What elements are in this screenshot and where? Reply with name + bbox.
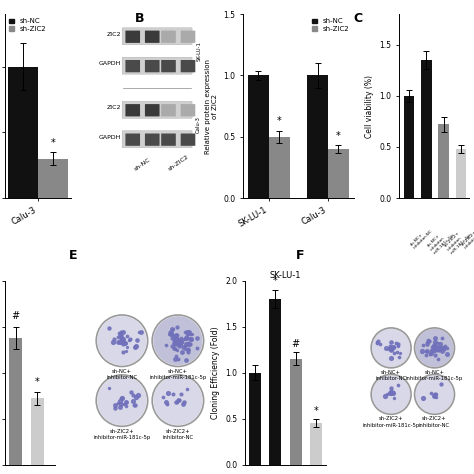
FancyBboxPatch shape bbox=[181, 104, 195, 117]
FancyBboxPatch shape bbox=[181, 31, 195, 43]
Text: #: # bbox=[11, 311, 20, 321]
Text: sh-ZIC2+
inhibitor-NC: sh-ZIC2+ inhibitor-NC bbox=[419, 417, 450, 428]
Legend: sh-NC, sh-ZIC2: sh-NC, sh-ZIC2 bbox=[311, 18, 350, 33]
Text: sh-ZIC2+
inhibitor-miR-181c-5p: sh-ZIC2+ inhibitor-miR-181c-5p bbox=[93, 429, 151, 440]
Text: sh-NC+
inhibitor-NC: sh-NC+ inhibitor-NC bbox=[375, 370, 407, 381]
Text: B: B bbox=[135, 12, 145, 25]
Bar bbox=[8, 67, 38, 198]
FancyBboxPatch shape bbox=[161, 31, 176, 43]
Text: GAPDH: GAPDH bbox=[99, 61, 121, 66]
Bar bbox=[421, 60, 432, 198]
Circle shape bbox=[415, 329, 454, 367]
FancyBboxPatch shape bbox=[122, 131, 192, 148]
Bar bbox=[404, 96, 414, 198]
Text: *: * bbox=[313, 406, 318, 416]
Text: sh-NC: sh-NC bbox=[133, 157, 152, 172]
FancyBboxPatch shape bbox=[126, 31, 140, 43]
Text: sh-NC+
inhibitor-NC: sh-NC+ inhibitor-NC bbox=[410, 226, 434, 250]
Y-axis label: Cell viability (%): Cell viability (%) bbox=[365, 74, 374, 137]
Circle shape bbox=[97, 316, 146, 365]
FancyBboxPatch shape bbox=[145, 134, 160, 146]
FancyBboxPatch shape bbox=[145, 60, 160, 73]
FancyBboxPatch shape bbox=[161, 104, 176, 117]
Text: #: # bbox=[292, 339, 300, 349]
Bar bbox=[38, 159, 68, 198]
FancyBboxPatch shape bbox=[126, 60, 140, 73]
Bar bbox=[269, 299, 282, 465]
Circle shape bbox=[153, 376, 202, 425]
Text: sh-ZIC2+
inhibitor-NC: sh-ZIC2+ inhibitor-NC bbox=[163, 429, 193, 440]
Text: sh-NC+
inhibitor-miR-181c-5p: sh-NC+ inhibitor-miR-181c-5p bbox=[406, 370, 463, 381]
Text: sh-ZIC2+
inhibitor-
miR-181c-5p: sh-ZIC2+ inhibitor- miR-181c-5p bbox=[444, 226, 473, 255]
Title: SK-LU-1: SK-LU-1 bbox=[270, 271, 301, 280]
Y-axis label: Cloning Efficiency (Fold): Cloning Efficiency (Fold) bbox=[210, 326, 219, 419]
FancyBboxPatch shape bbox=[161, 134, 176, 146]
Bar bbox=[269, 137, 290, 198]
Bar bbox=[249, 373, 261, 465]
Text: F: F bbox=[296, 249, 305, 262]
Bar bbox=[438, 125, 449, 198]
Text: *: * bbox=[277, 117, 282, 127]
Bar bbox=[31, 398, 44, 465]
Circle shape bbox=[372, 329, 410, 367]
Circle shape bbox=[153, 316, 202, 365]
Text: E: E bbox=[69, 249, 77, 262]
Text: sh-NC+
inhibitor-miR-181c-5p: sh-NC+ inhibitor-miR-181c-5p bbox=[149, 369, 207, 381]
Bar bbox=[307, 75, 328, 198]
FancyBboxPatch shape bbox=[145, 104, 160, 117]
Text: GAPDH: GAPDH bbox=[99, 135, 121, 140]
FancyBboxPatch shape bbox=[122, 28, 192, 45]
Text: *: * bbox=[336, 131, 341, 141]
Text: *: * bbox=[273, 276, 278, 286]
Text: SK-LU-1: SK-LU-1 bbox=[196, 41, 201, 61]
Text: sh-ZIC2+
inhibitor-miR-181c-5p: sh-ZIC2+ inhibitor-miR-181c-5p bbox=[363, 417, 420, 428]
Text: Calu-3: Calu-3 bbox=[196, 116, 201, 133]
Text: sh-ZIC2+
inhibitor-NC: sh-ZIC2+ inhibitor-NC bbox=[461, 226, 474, 250]
Text: ZIC2: ZIC2 bbox=[107, 105, 121, 110]
Bar bbox=[328, 149, 349, 198]
Legend: sh-NC, sh-ZIC2: sh-NC, sh-ZIC2 bbox=[8, 18, 47, 33]
Text: *: * bbox=[51, 137, 55, 147]
Text: sh-NC+
inhibitor-
miR-181c-5p: sh-NC+ inhibitor- miR-181c-5p bbox=[427, 226, 456, 255]
Bar bbox=[9, 337, 22, 465]
Bar bbox=[290, 359, 301, 465]
FancyBboxPatch shape bbox=[122, 57, 192, 74]
FancyBboxPatch shape bbox=[161, 60, 176, 73]
FancyBboxPatch shape bbox=[126, 104, 140, 117]
Bar bbox=[456, 149, 466, 198]
FancyBboxPatch shape bbox=[126, 134, 140, 146]
Circle shape bbox=[97, 376, 146, 425]
FancyBboxPatch shape bbox=[145, 31, 160, 43]
FancyBboxPatch shape bbox=[122, 101, 192, 118]
Text: ZIC2: ZIC2 bbox=[107, 32, 121, 37]
Text: *: * bbox=[35, 376, 40, 387]
Bar bbox=[248, 75, 269, 198]
Text: C: C bbox=[353, 12, 362, 25]
Bar bbox=[310, 423, 322, 465]
Circle shape bbox=[372, 375, 410, 413]
Y-axis label: Relative protein expression
of ZIC2: Relative protein expression of ZIC2 bbox=[205, 59, 218, 154]
Text: sh-ZIC2: sh-ZIC2 bbox=[167, 154, 190, 172]
Text: sh-NC+
inhibitor-NC: sh-NC+ inhibitor-NC bbox=[106, 369, 137, 381]
FancyBboxPatch shape bbox=[181, 134, 195, 146]
FancyBboxPatch shape bbox=[181, 60, 195, 73]
Circle shape bbox=[415, 375, 454, 413]
